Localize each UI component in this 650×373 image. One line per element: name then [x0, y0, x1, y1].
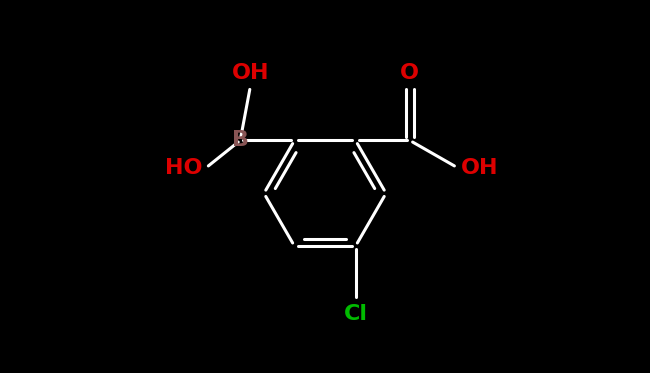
Text: OH: OH	[231, 63, 269, 83]
Text: HO: HO	[166, 157, 203, 178]
Text: O: O	[400, 63, 419, 83]
Text: B: B	[232, 131, 249, 150]
Text: OH: OH	[461, 157, 498, 178]
Text: Cl: Cl	[343, 304, 367, 324]
